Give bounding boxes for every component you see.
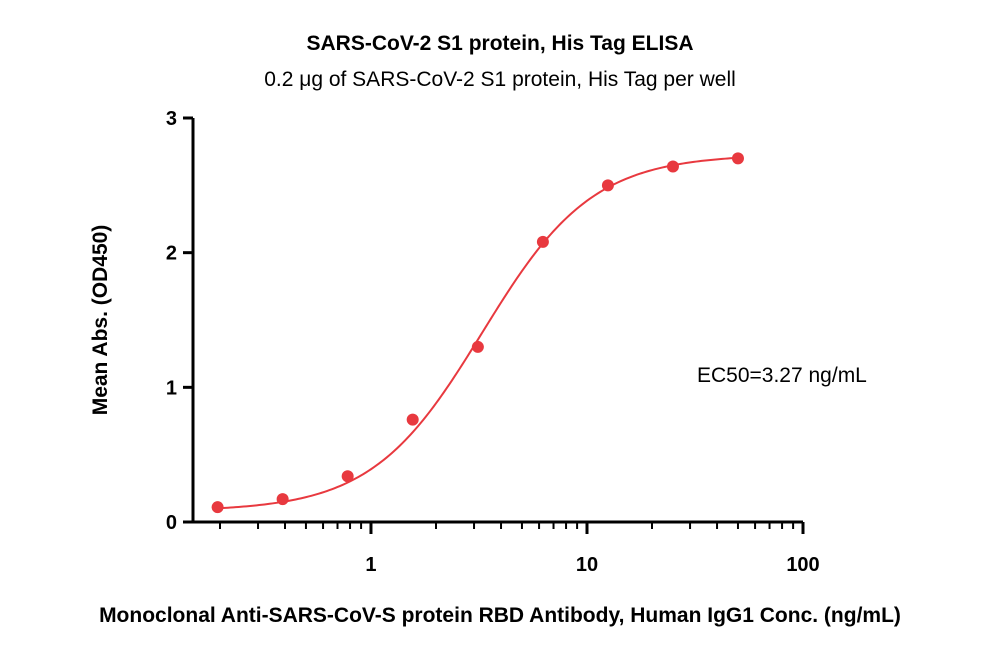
- data-point: [536, 235, 549, 248]
- ec50-annotation: EC50=3.27 ng/mL: [697, 364, 867, 387]
- x-axis-label: Monoclonal Anti-SARS-CoV-S protein RBD A…: [99, 604, 901, 627]
- y-axis-ticks: 0 1 2 3: [166, 108, 193, 534]
- x-tick-label: 10: [576, 554, 598, 576]
- y-tick-label: 0: [166, 512, 177, 534]
- data-point: [341, 470, 354, 483]
- data-point: [666, 160, 679, 173]
- data-points: [211, 152, 744, 514]
- data-point: [601, 179, 614, 192]
- data-point: [276, 493, 289, 506]
- y-tick-label: 1: [166, 377, 177, 399]
- fit-curve: [217, 156, 739, 510]
- data-point: [406, 413, 419, 426]
- x-tick-label: 100: [786, 554, 819, 576]
- chart-subtitle: 0.2 μg of SARS-CoV-2 S1 protein, His Tag…: [264, 68, 736, 91]
- x-axis-ticks: 1 10 100: [218, 522, 820, 576]
- y-axis-label: Mean Abs. (OD450): [89, 225, 112, 416]
- x-tick-label: 1: [365, 554, 376, 576]
- data-point: [471, 340, 484, 353]
- y-tick-label: 3: [166, 108, 177, 130]
- chart-title: SARS-CoV-2 S1 protein, His Tag ELISA: [306, 32, 693, 55]
- data-point: [731, 152, 744, 165]
- y-tick-label: 2: [166, 243, 177, 265]
- data-point: [211, 501, 224, 514]
